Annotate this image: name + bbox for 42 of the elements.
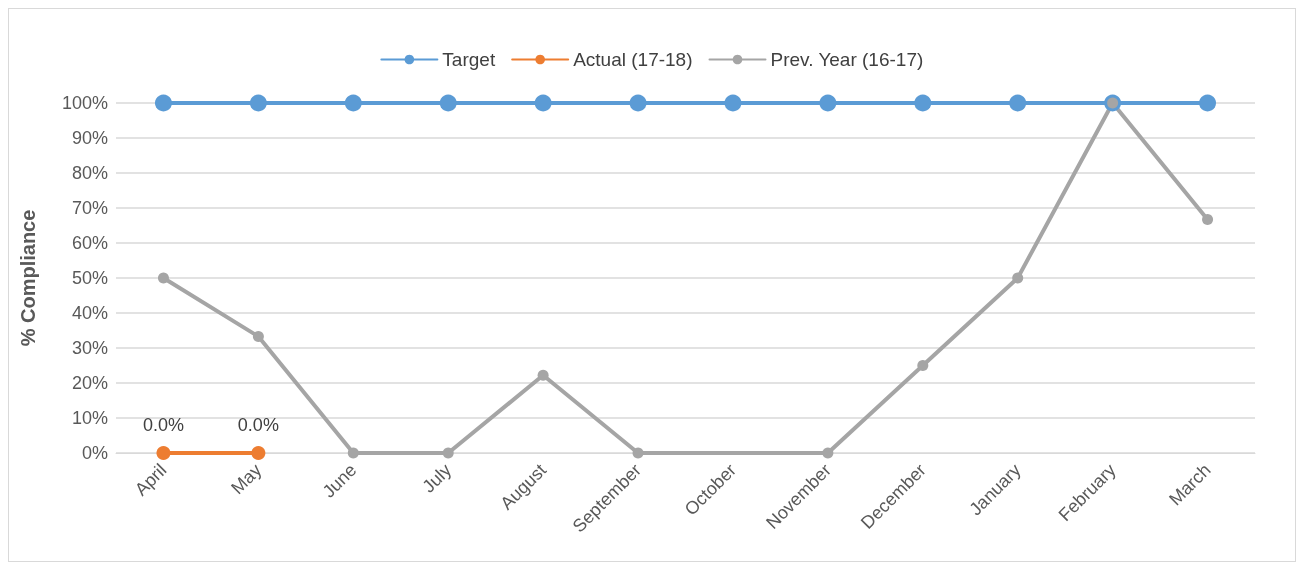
y-tick-label: 50% (71, 268, 108, 288)
point (1202, 214, 1214, 226)
y-tick-label: 0% (81, 443, 108, 463)
point (1012, 272, 1024, 284)
point (632, 447, 644, 459)
point (157, 272, 169, 284)
point (251, 446, 266, 460)
y-tick-label: 30% (71, 338, 108, 358)
y-tick-label: 80% (71, 163, 108, 183)
point (154, 94, 172, 112)
point (629, 94, 647, 112)
x-tick-label: July (418, 459, 456, 497)
point (537, 369, 549, 381)
legend-label: Target (442, 49, 496, 70)
y-tick-label: 70% (71, 198, 108, 218)
point (534, 94, 552, 112)
point (822, 447, 834, 459)
y-tick-label: 10% (71, 408, 108, 428)
legend-label: Prev. Year (16-17) (770, 49, 924, 70)
point (439, 94, 457, 112)
legend-label: Actual (17-18) (573, 49, 693, 70)
point (1009, 94, 1027, 112)
point (442, 447, 454, 459)
point (249, 94, 267, 112)
y-tick-label: 60% (71, 233, 108, 253)
y-tick-label: 20% (71, 373, 108, 393)
y-tick-label: 90% (71, 128, 108, 148)
point (1199, 94, 1217, 112)
y-tick-label: 40% (71, 303, 108, 323)
point (344, 94, 362, 112)
y-axis-title: % Compliance (17, 209, 39, 347)
point (914, 94, 932, 112)
data-label: 0.0% (142, 415, 184, 435)
point (347, 447, 359, 459)
point (252, 330, 264, 342)
x-tick-label: May (227, 459, 266, 499)
y-tick-label: 100% (61, 93, 108, 113)
point (917, 360, 929, 371)
point (724, 94, 742, 112)
data-label: 0.0% (237, 415, 279, 435)
point (819, 94, 837, 112)
point (156, 446, 171, 460)
